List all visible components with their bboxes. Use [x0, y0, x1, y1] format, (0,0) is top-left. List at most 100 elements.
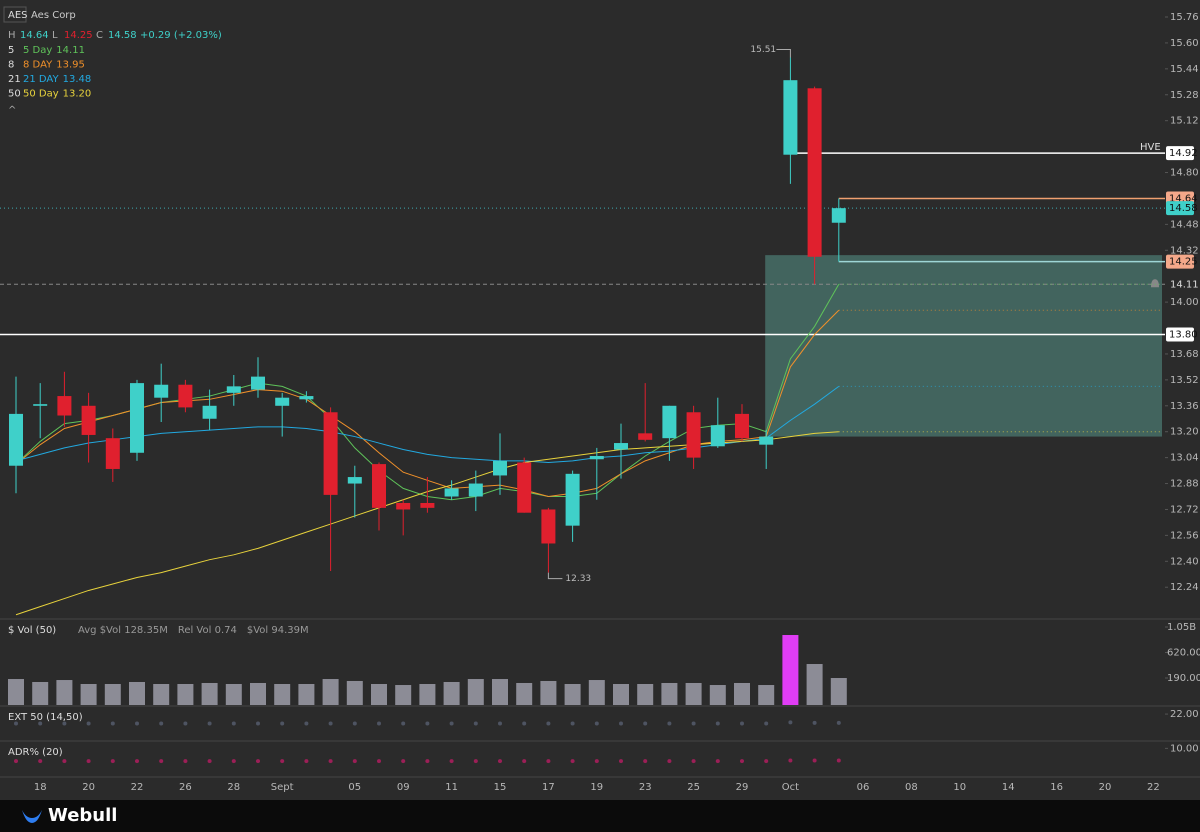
indicator-dot: [38, 759, 43, 764]
candle-body: [831, 208, 846, 223]
indicator-dot: [352, 721, 357, 726]
volume-bar: [8, 679, 24, 705]
volume-bar: [104, 684, 121, 705]
volume-bar: [419, 684, 436, 705]
indicator-dot: [38, 721, 43, 726]
indicator-dot: [183, 759, 188, 764]
indicator-dot: [594, 721, 599, 726]
ohlc-text: H: [8, 30, 16, 41]
ohlc-text: L: [52, 30, 58, 41]
volume-bar: [734, 682, 750, 705]
price-change: +0.29 (+2.03%): [140, 30, 222, 41]
indicator-dot: [643, 721, 648, 726]
collapse-toggle[interactable]: ^: [8, 105, 16, 116]
indicator-dot: [473, 759, 478, 764]
indicator-dot: [498, 721, 502, 726]
pane-title: EXT 50 (14,50): [8, 712, 83, 723]
y-tick-label: 15.76: [1170, 12, 1199, 23]
indicator-dot: [715, 759, 720, 764]
indicator-dot: [352, 759, 357, 764]
volume-bar: [56, 680, 73, 705]
volume-bar: [709, 685, 726, 705]
indicator-dot: [231, 759, 236, 764]
y-tick-label: 14.48: [1170, 219, 1199, 230]
indicator-dot: [788, 720, 793, 725]
footer-bar: [0, 800, 1200, 832]
x-tick-label: 29: [736, 782, 749, 793]
y-tick-label: 12.88: [1170, 479, 1199, 490]
alert-icon[interactable]: [1151, 279, 1159, 288]
indicator-dot: [159, 721, 164, 726]
volume-bar: [80, 684, 97, 705]
candle-body: [154, 384, 169, 398]
indicator-dot: [788, 758, 793, 763]
volume-bar: [298, 684, 315, 705]
x-tick-label: 17: [542, 782, 555, 793]
indicator-dot: [764, 721, 769, 726]
legend-entry: 5 Day 14.11: [23, 45, 85, 56]
indicator-dot: [256, 759, 260, 764]
indicator-dot: [667, 759, 672, 764]
volume-bar: [564, 684, 581, 705]
indicator-dot: [570, 759, 575, 764]
legend-value: 13.48: [63, 74, 92, 85]
y-tick-label: 12.40: [1170, 556, 1199, 567]
x-tick-label: 22: [131, 782, 144, 793]
legend-entry: 21 DAY 13.48: [23, 74, 91, 85]
volume-bar: [225, 684, 242, 705]
candle-body: [710, 425, 725, 447]
legend-value: 13.20: [63, 89, 92, 100]
x-tick-label: 18: [34, 782, 47, 793]
indicator-dot: [110, 759, 115, 764]
indicator-dot: [425, 759, 430, 764]
volume-bar: [588, 680, 605, 705]
indicator-dot: [207, 759, 212, 764]
x-tick-label: 22: [1147, 782, 1160, 793]
indicator-dot: [304, 759, 309, 764]
x-tick-label: Sept: [271, 782, 294, 793]
candle-body: [251, 376, 265, 390]
candle-body: [783, 80, 798, 155]
brand-name: Webull: [48, 805, 117, 826]
pane-stat: Rel Vol 0.74: [178, 625, 237, 636]
level-name: HVE: [1140, 142, 1161, 153]
indicator-dot: [570, 721, 575, 726]
indicator-dot: [14, 759, 18, 764]
volume-bar: [758, 685, 775, 705]
legend-name: 8 DAY: [23, 60, 53, 71]
candle-body: [275, 397, 290, 406]
volume-bar: [492, 679, 508, 705]
indicator-dot: [740, 721, 744, 726]
indicator-dot: [546, 721, 551, 726]
price-label: 14.92: [1169, 148, 1198, 159]
y-tick-label: 12.56: [1170, 530, 1199, 541]
candle-body: [493, 460, 507, 476]
candle-body: [130, 383, 144, 453]
volume-bar: [346, 680, 363, 705]
price-label: 14.58: [1169, 203, 1198, 214]
symbol-box[interactable]: [3, 6, 27, 23]
price-label: 14.64: [1169, 193, 1198, 204]
candle-body: [589, 456, 604, 460]
candle-body: [33, 404, 48, 406]
x-tick-label: 26: [179, 782, 192, 793]
ohlc-text: C: [96, 30, 103, 41]
x-tick-label: 09: [397, 782, 410, 793]
volume-bar: [443, 681, 460, 705]
indicator-dot: [691, 721, 696, 726]
indicator-dot: [280, 759, 285, 764]
candle-body: [444, 488, 459, 497]
ohlc-text: 14.25: [64, 30, 93, 41]
ohlc-text: 14.64: [20, 30, 49, 41]
annotation: 12.33: [565, 574, 591, 584]
symbol[interactable]: AES: [8, 10, 28, 21]
indicator-dot: [691, 759, 696, 764]
ohlc-text: 14.58: [108, 30, 137, 41]
y-tick-label: 14.00: [1170, 297, 1199, 308]
indicator-dot: [256, 721, 260, 726]
y-tick-label: 13.36: [1170, 401, 1199, 412]
indicator-dot: [740, 759, 744, 764]
candle-body: [347, 477, 362, 484]
y-tick-label: 15.28: [1170, 90, 1199, 101]
